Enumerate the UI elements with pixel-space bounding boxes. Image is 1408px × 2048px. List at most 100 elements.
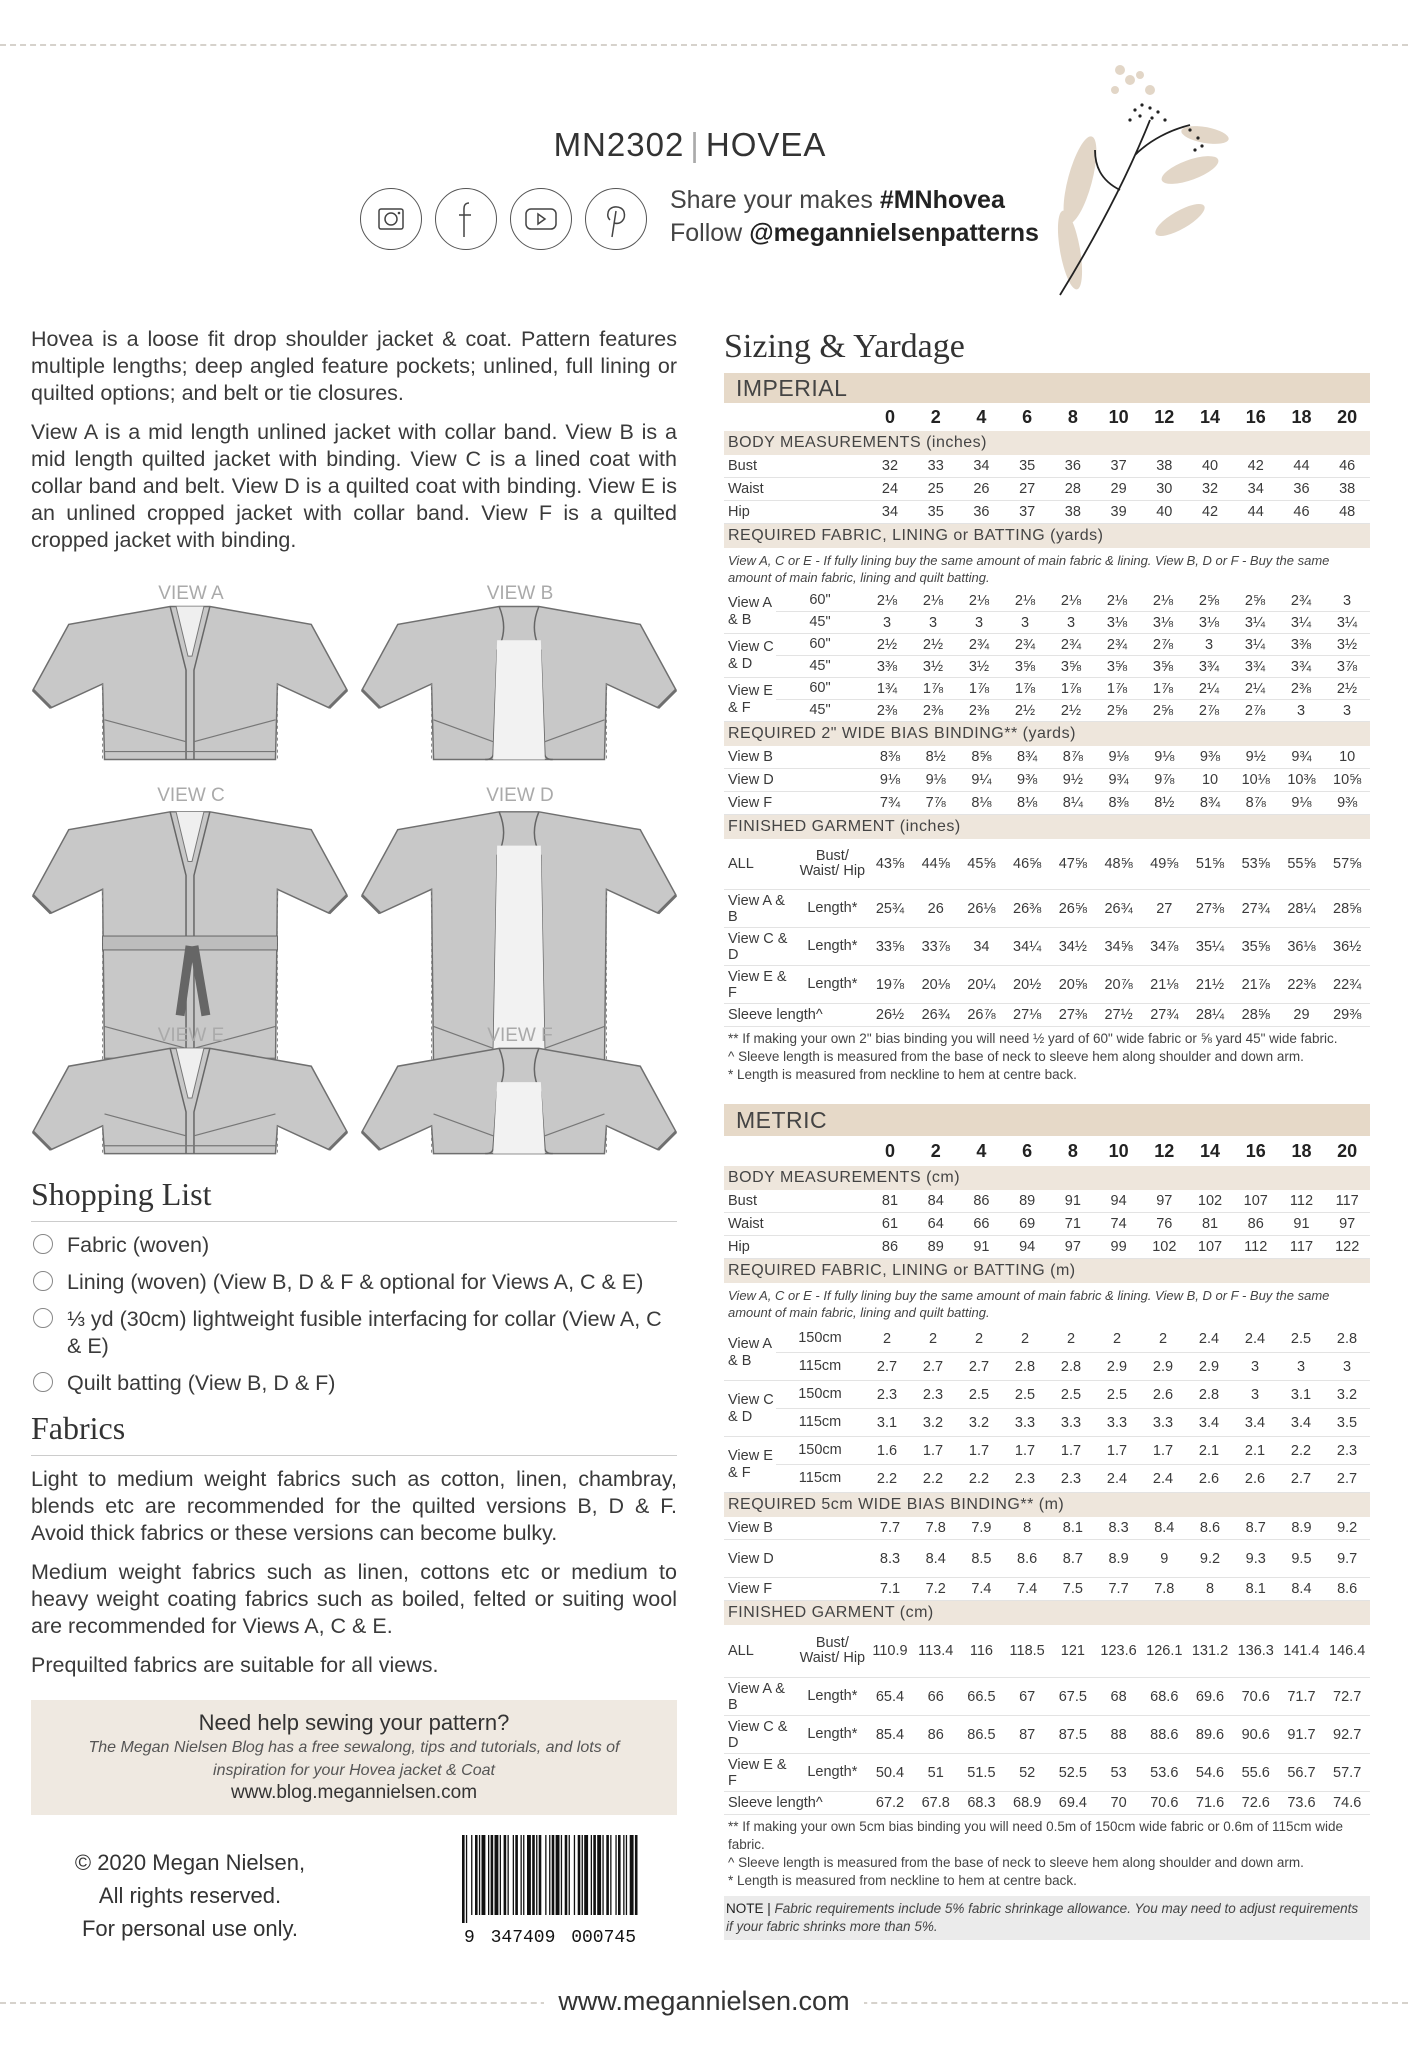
size-label: 12 bbox=[1154, 406, 1175, 427]
barcode-bar bbox=[606, 1835, 609, 1915]
barcode-bar bbox=[499, 1835, 501, 1915]
cell-value: 9⅛ bbox=[925, 772, 946, 788]
cell-value: 110.9 bbox=[872, 1643, 908, 1659]
cell-value: 2⅝ bbox=[1152, 702, 1174, 719]
cell-value: 52 bbox=[1019, 1764, 1036, 1781]
size-label: 2 bbox=[930, 1140, 941, 1161]
cell-value: 7.1 bbox=[879, 1581, 901, 1597]
barcode-bar bbox=[512, 1835, 514, 1915]
cell-value: 7.5 bbox=[1062, 1581, 1083, 1597]
cell-value: 36½ bbox=[1333, 938, 1362, 955]
size-label: 12 bbox=[1154, 1140, 1175, 1161]
fabric-width: 150cm bbox=[798, 1442, 842, 1458]
barcode-bar bbox=[536, 1835, 538, 1915]
facebook-icon[interactable] bbox=[435, 188, 497, 250]
cell-value: 9 bbox=[1160, 1550, 1169, 1567]
cell-value: 10 bbox=[1339, 749, 1356, 765]
instagram-icon[interactable] bbox=[360, 188, 422, 250]
table-row: Waist 61 64 66 69 71 74 76 81 86 91 97 bbox=[724, 1213, 1370, 1236]
cell-value: 72.7 bbox=[1333, 1688, 1362, 1705]
cell-value: 9⅛ bbox=[1291, 795, 1312, 811]
cell-value: 33⅝ bbox=[875, 938, 905, 955]
cell-value: 32 bbox=[1201, 481, 1219, 497]
instagram-handle[interactable]: @megannielsenpatterns bbox=[749, 219, 1039, 247]
cell-value: 2⅛ bbox=[876, 592, 898, 609]
cell-value: 55.6 bbox=[1241, 1764, 1270, 1781]
group-label: View C & D bbox=[728, 1391, 774, 1425]
cell-value: 21⅛ bbox=[1150, 976, 1179, 993]
checkbox-circle-icon[interactable] bbox=[33, 1372, 53, 1392]
table-row: View F 7¾ 7⅞ 8⅛ 8⅛ 8¼ 8⅜ 8½ 8¾ 8⅞ 9⅛ 9⅜ bbox=[724, 792, 1370, 815]
cell-value: 9½ bbox=[1062, 772, 1083, 788]
checkbox-circle-icon[interactable] bbox=[33, 1308, 53, 1328]
cell-value: 9⅜ bbox=[1337, 795, 1358, 811]
barcode-bar bbox=[471, 1835, 473, 1915]
cell-value: 86 bbox=[881, 1239, 899, 1255]
barcode-bar bbox=[462, 1835, 465, 1923]
table-row: ALL Bust/ Waist/ Hip 43⅝ 44⅝ 45⅝ 46⅝ 47⅝ 48⅝ 49⅝… bbox=[724, 839, 1370, 890]
cell-value: 25¾ bbox=[875, 900, 905, 917]
youtube-icon[interactable] bbox=[510, 188, 572, 250]
barcode-digit: 9 bbox=[464, 1928, 475, 1948]
fabric-group: View C & D 150cm 2.3 2.3 2.5 2.5 2.5 2.5 2.6 2.8 3… bbox=[724, 1381, 1370, 1437]
cell-value: 3.4 bbox=[1198, 1414, 1220, 1431]
cell-value: 47⅝ bbox=[1058, 856, 1087, 872]
cell-value: 40 bbox=[1156, 504, 1173, 520]
cell-value: 2¾ bbox=[1290, 592, 1312, 609]
shopping-item[interactable]: Fabric (woven) bbox=[31, 1232, 677, 1259]
section-note: View A, C or E - If fully lining buy the… bbox=[728, 553, 1330, 585]
cell-value: 3 bbox=[1296, 1358, 1306, 1375]
shopping-item[interactable]: ⅓ yd (30cm) lightweight fusible interfac… bbox=[31, 1306, 677, 1360]
view-label: VIEW E bbox=[157, 1025, 225, 1046]
cell-value: 2 bbox=[882, 1330, 892, 1347]
cell-value: 2¾ bbox=[1060, 636, 1082, 653]
checkbox-circle-icon[interactable] bbox=[33, 1234, 53, 1254]
cell-value: 72.6 bbox=[1241, 1795, 1270, 1811]
fabric-width: 60" bbox=[809, 680, 831, 696]
fabric-group: View C & D 60" 2½ 2½ 2¾ 2¾ 2¾ 2¾ 2⅞ 3 3¼ 3⅜ 3½ 45" 3⅜ 3… bbox=[724, 634, 1370, 678]
barcode-bar bbox=[465, 1835, 468, 1923]
shopping-item[interactable]: Lining (woven) (View B, D & F & optional… bbox=[31, 1269, 677, 1296]
cell-value: 39 bbox=[1110, 504, 1127, 520]
cell-value: 49⅝ bbox=[1150, 856, 1179, 872]
shopping-item[interactable]: Quilt batting (View B, D & F) bbox=[31, 1370, 677, 1397]
section-header: FINISHED GARMENT (inches) bbox=[724, 815, 1370, 839]
barcode-bar bbox=[545, 1835, 547, 1915]
cell-value: 76 bbox=[1156, 1216, 1173, 1232]
blog-link[interactable]: www.blog.megannielsen.com bbox=[230, 1782, 478, 1803]
cell-value: 52.5 bbox=[1058, 1764, 1087, 1781]
cell-value: 27¾ bbox=[1241, 900, 1270, 917]
barcode-bar bbox=[597, 1835, 602, 1915]
table-row: View C & D Length* 33⅝ 33⅞ 34 34¼ 34½ 34⅝ 34⅞ 35¼… bbox=[724, 928, 1370, 966]
cell-value: 3 bbox=[1342, 702, 1352, 719]
table-row: View A & B Length* 65.4 66 66.5 67 67.5 68 68.6 6… bbox=[724, 1678, 1370, 1716]
view-label: VIEW A bbox=[158, 583, 224, 604]
row-label: View C & D bbox=[728, 930, 788, 963]
cell-value: 2⅜ bbox=[1290, 680, 1312, 697]
cell-value: 3 bbox=[1020, 614, 1030, 631]
cell-value: 2⅞ bbox=[1244, 702, 1266, 719]
section-header: BODY MEASUREMENTS (cm) bbox=[724, 1166, 1370, 1190]
cell-value: 86 bbox=[927, 1726, 944, 1743]
jacket-illustration-a bbox=[31, 600, 349, 775]
cell-value: 2¾ bbox=[1014, 636, 1036, 653]
cell-value: 9⅜ bbox=[1017, 772, 1038, 788]
cell-value: 8.3 bbox=[1108, 1520, 1129, 1536]
barcode-bar bbox=[577, 1835, 581, 1915]
cell-value: 74.6 bbox=[1333, 1795, 1362, 1811]
cell-value: 10⅝ bbox=[1333, 772, 1362, 788]
cell-value: 54.6 bbox=[1195, 1764, 1225, 1781]
cell-value: 30 bbox=[1156, 481, 1173, 497]
checkbox-circle-icon[interactable] bbox=[33, 1271, 53, 1291]
cell-value: 3 bbox=[1250, 1386, 1260, 1403]
cell-value: 3.2 bbox=[922, 1414, 944, 1431]
group-label: View E & F bbox=[728, 682, 773, 716]
cell-value: 66.5 bbox=[967, 1688, 996, 1705]
fabrics-section: Fabrics Light to medium weight fabrics s… bbox=[31, 1410, 677, 1691]
cell-value: 66 bbox=[927, 1688, 944, 1705]
website-link[interactable]: www.megannielsen.com bbox=[544, 1986, 864, 2016]
cell-value: 20½ bbox=[1013, 976, 1042, 993]
pinterest-icon[interactable] bbox=[585, 188, 647, 250]
barcode-bar bbox=[478, 1835, 481, 1915]
cell-value: 2.3 bbox=[1014, 1470, 1036, 1487]
